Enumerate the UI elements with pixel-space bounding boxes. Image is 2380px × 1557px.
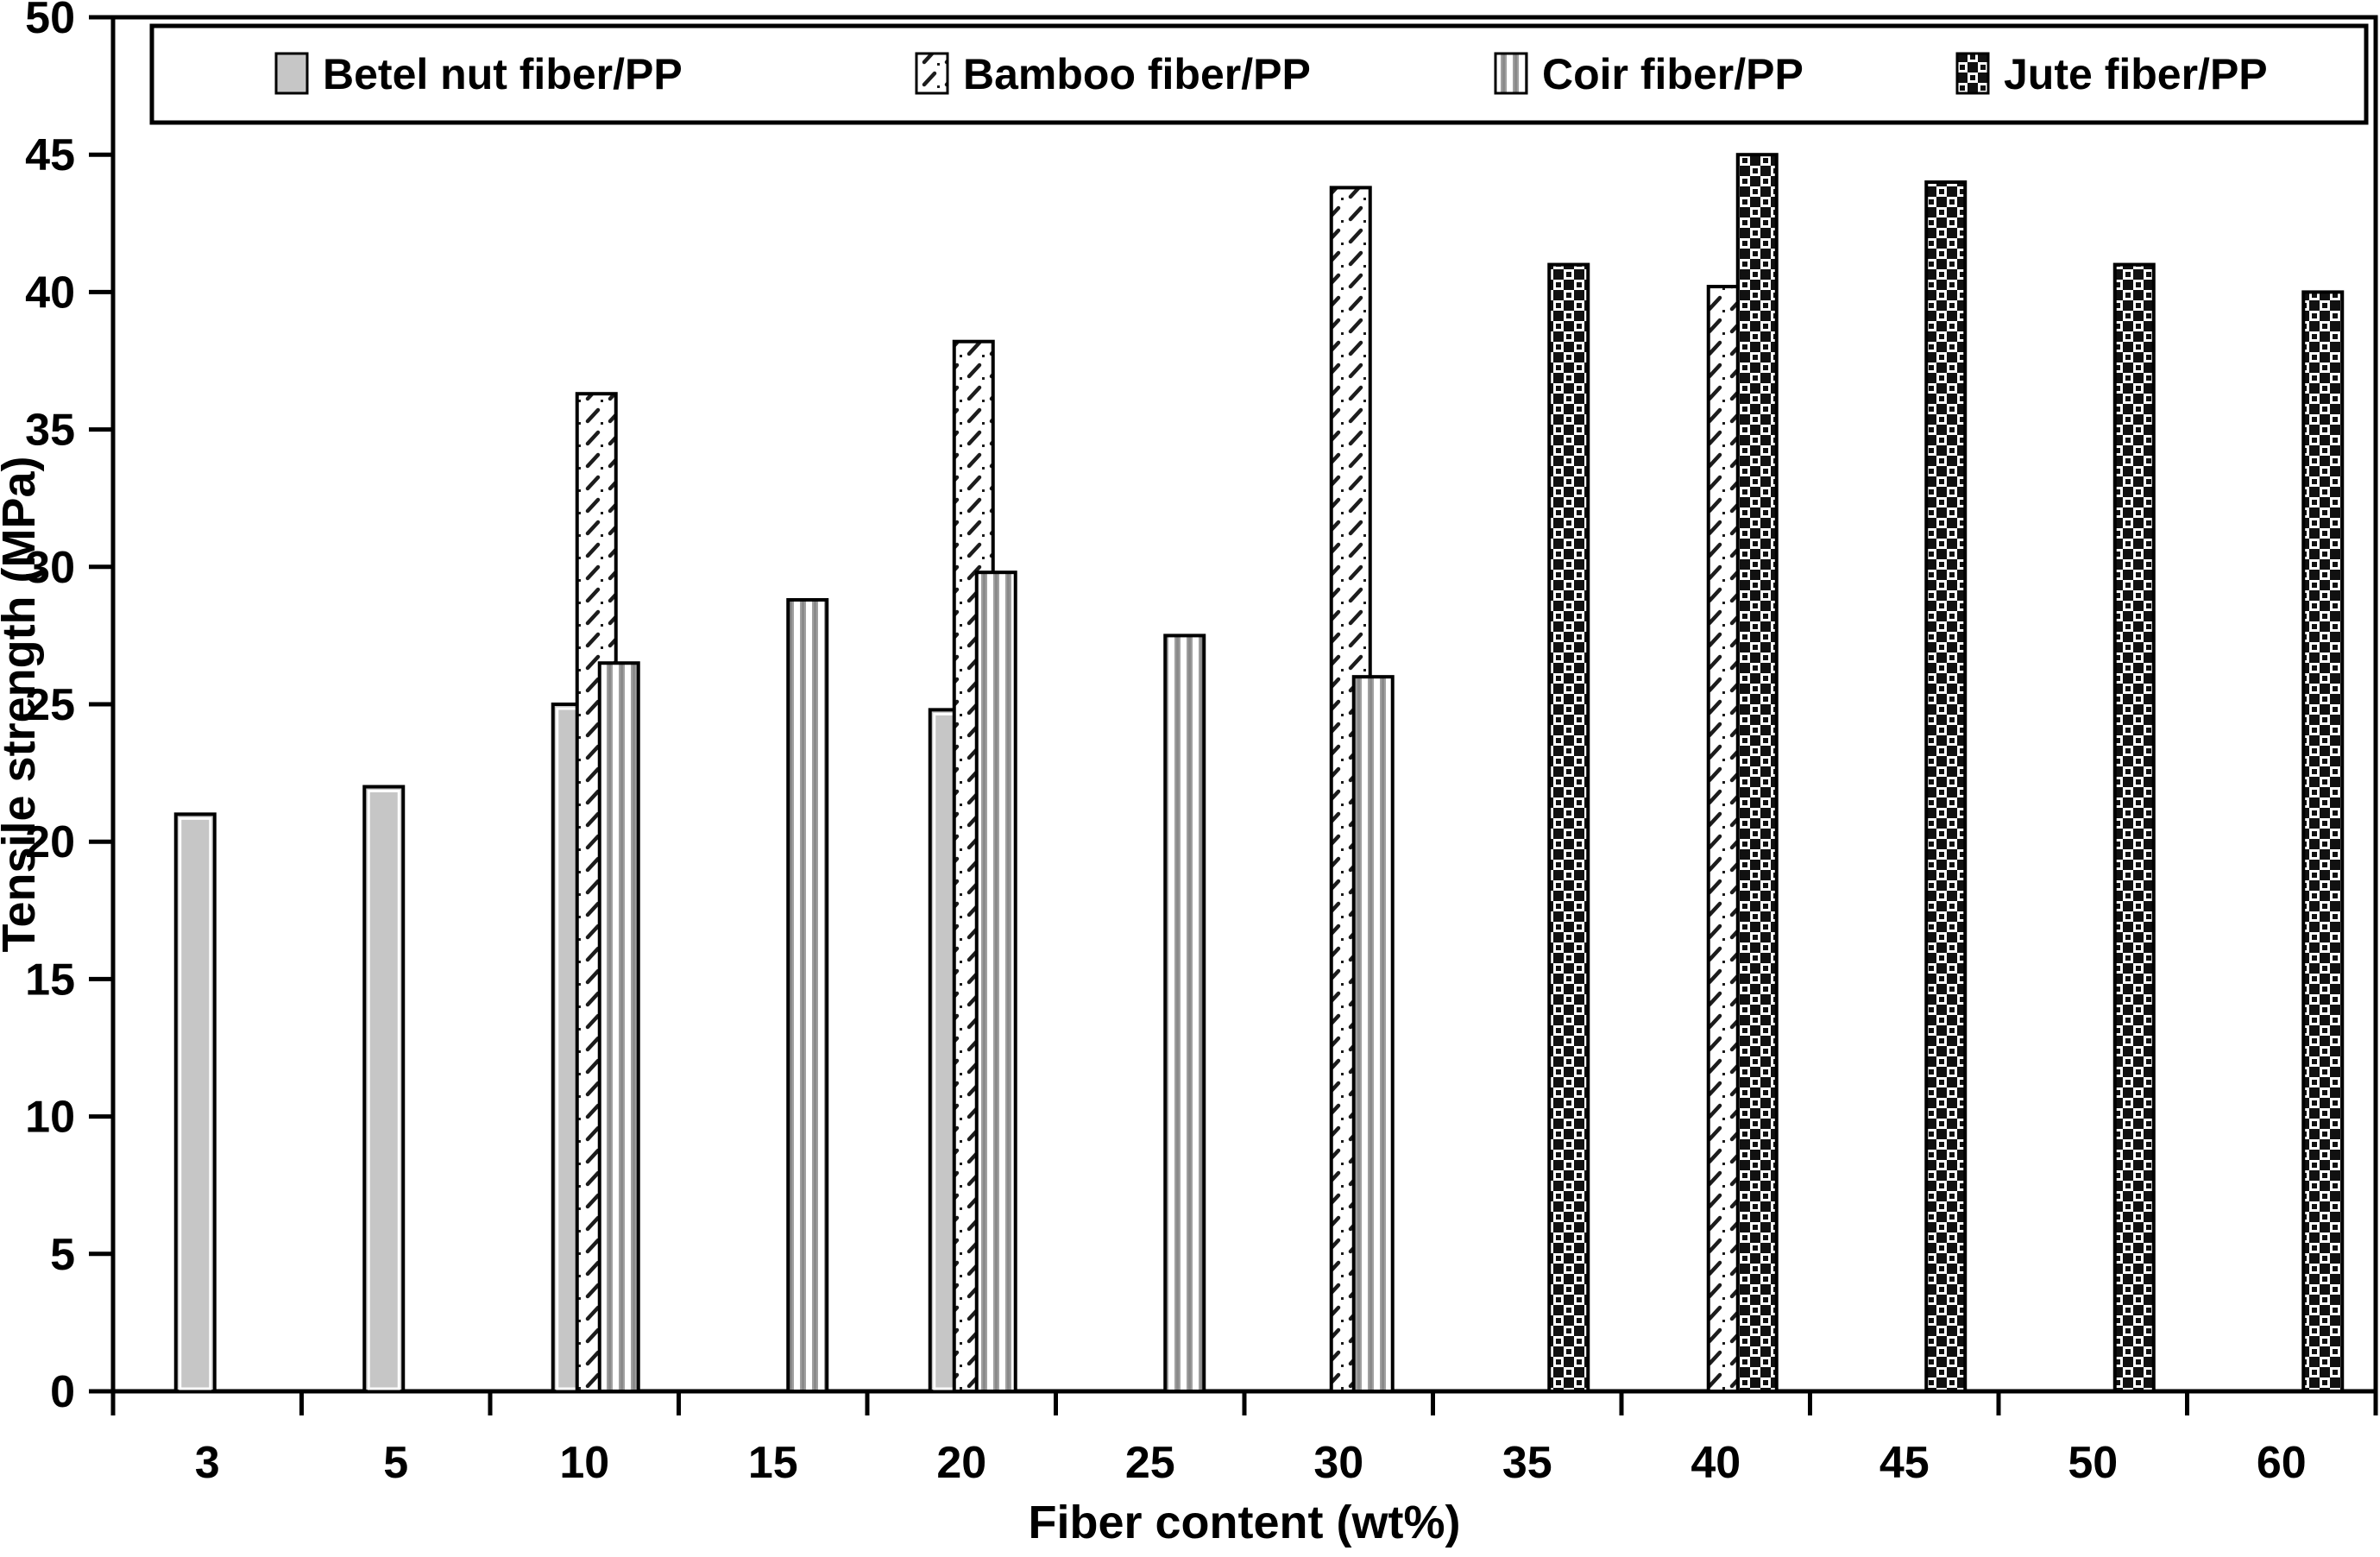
legend-label: Betel nut fiber/PP bbox=[323, 50, 683, 98]
bar bbox=[974, 570, 1017, 1393]
x-tick-label: 35 bbox=[1502, 1438, 1552, 1488]
bars-layer bbox=[173, 153, 2345, 1394]
x-tick-label: 40 bbox=[1691, 1438, 1741, 1488]
y-tick-label: 5 bbox=[50, 1230, 75, 1280]
x-tick-label: 25 bbox=[1125, 1438, 1175, 1488]
x-tick-label: 60 bbox=[2257, 1438, 2307, 1488]
y-tick-label: 20 bbox=[25, 817, 75, 867]
legend-box bbox=[149, 23, 2369, 125]
legend-swatch-checkerboard bbox=[1955, 52, 1990, 95]
bar bbox=[1735, 153, 1779, 1394]
y-tick-label: 50 bbox=[25, 0, 75, 43]
legend-label: Bamboo fiber/PP bbox=[963, 50, 1311, 98]
legend-swatch-solid-gray bbox=[274, 52, 309, 95]
x-axis-title: Fiber content (wt%) bbox=[1029, 1497, 1461, 1548]
series-1-bars bbox=[173, 703, 971, 1393]
y-tick-label: 10 bbox=[25, 1093, 75, 1143]
bar bbox=[2112, 262, 2156, 1393]
y-tick-label: 45 bbox=[25, 130, 75, 180]
y-tick-label: 25 bbox=[25, 680, 75, 730]
y-axis: 0 5 10 15 20 25 30 35 40 45 50 bbox=[25, 0, 113, 1417]
bar bbox=[1547, 262, 1590, 1393]
x-tick-label: 50 bbox=[2068, 1438, 2118, 1488]
bar bbox=[786, 598, 829, 1393]
legend-item: Bamboo fiber/PP bbox=[915, 50, 1311, 98]
x-tick-label: 45 bbox=[1879, 1438, 1930, 1488]
x-tick-label: 10 bbox=[559, 1438, 609, 1488]
legend-item: Jute fiber/PP bbox=[1955, 50, 2268, 98]
x-axis: 3 5 10 15 20 25 30 35 40 45 50 60 bbox=[110, 1391, 2378, 1488]
bar bbox=[1924, 180, 1968, 1393]
legend-label: Jute fiber/PP bbox=[2004, 50, 2268, 98]
bar bbox=[597, 661, 640, 1393]
legend-label: Coir fiber/PP bbox=[1542, 50, 1804, 98]
x-tick-label: 5 bbox=[383, 1438, 408, 1488]
y-tick-label: 35 bbox=[25, 406, 75, 456]
y-axis-title: Tensile strength (MPa) bbox=[0, 456, 45, 952]
x-tick-label: 30 bbox=[1313, 1438, 1363, 1488]
y-tick-label: 30 bbox=[25, 543, 75, 593]
series-4-bars bbox=[1547, 153, 2345, 1394]
x-tick-label: 3 bbox=[195, 1438, 220, 1488]
y-tick-label: 40 bbox=[25, 268, 75, 318]
series-3-bars bbox=[597, 570, 1395, 1393]
bar bbox=[1163, 634, 1206, 1393]
plot-frame bbox=[110, 15, 2378, 1394]
bar-inner-highlight bbox=[179, 816, 212, 1390]
bar bbox=[173, 812, 217, 1393]
bar bbox=[2301, 290, 2345, 1393]
legend-item: Coir fiber/PP bbox=[1494, 50, 1804, 98]
x-tick-label: 20 bbox=[936, 1438, 986, 1488]
legend-item: Betel nut fiber/PP bbox=[274, 50, 683, 98]
legend: Betel nut fiber/PP Bamboo fiber/PP Coir fi… bbox=[149, 23, 2369, 125]
bar-inner-highlight bbox=[367, 790, 400, 1390]
x-tick-label: 15 bbox=[748, 1438, 798, 1488]
y-tick-label: 0 bbox=[50, 1367, 75, 1417]
bar bbox=[1351, 675, 1395, 1393]
bar bbox=[362, 785, 406, 1393]
y-tick-label: 15 bbox=[25, 955, 75, 1005]
legend-swatch-diagonal-hatch bbox=[915, 52, 949, 95]
legend-swatch-vertical-stripes bbox=[1494, 52, 1528, 95]
